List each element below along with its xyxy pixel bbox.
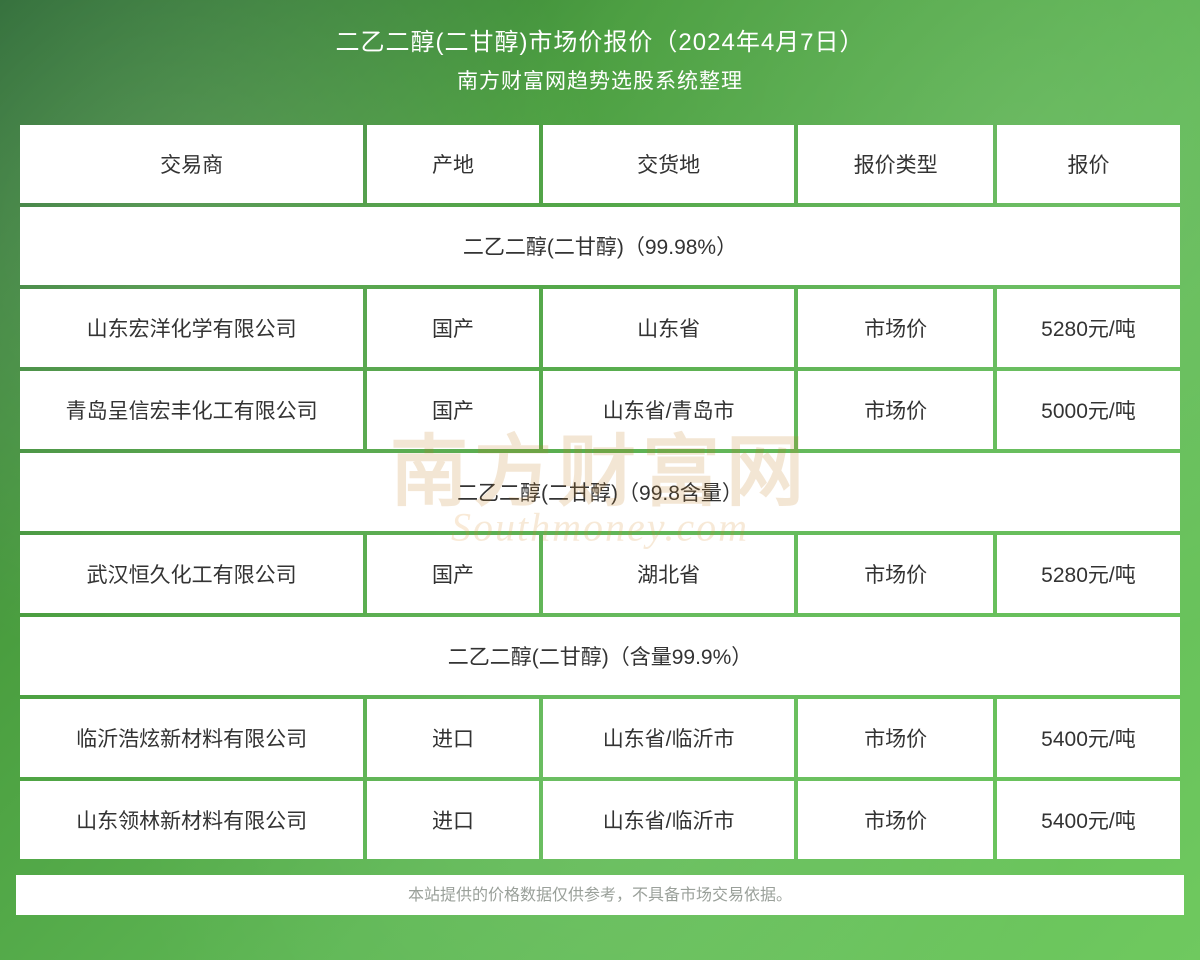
cell-type: 市场价 — [798, 289, 992, 367]
table-row: 青岛呈信宏丰化工有限公司 国产 山东省/青岛市 市场价 5000元/吨 — [20, 371, 1180, 449]
table-header-row: 交易商 产地 交货地 报价类型 报价 — [20, 125, 1180, 203]
page-title: 二乙二醇(二甘醇)市场价报价（2024年4月7日） — [0, 22, 1200, 57]
cell-price: 5280元/吨 — [997, 535, 1180, 613]
cell-delivery: 山东省 — [543, 289, 795, 367]
page-subtitle: 南方财富网趋势选股系统整理 — [0, 65, 1200, 95]
cell-type: 市场价 — [798, 699, 992, 777]
cell-price: 5400元/吨 — [997, 781, 1180, 859]
cell-delivery: 山东省/临沂市 — [543, 699, 795, 777]
col-header-price: 报价 — [997, 125, 1180, 203]
cell-dealer: 青岛呈信宏丰化工有限公司 — [20, 371, 363, 449]
cell-type: 市场价 — [798, 781, 992, 859]
section-header: 二乙二醇(二甘醇)（99.98%） — [20, 207, 1180, 285]
cell-price: 5000元/吨 — [997, 371, 1180, 449]
col-header-delivery: 交货地 — [543, 125, 795, 203]
price-table-container: 交易商 产地 交货地 报价类型 报价 二乙二醇(二甘醇)（99.98%） 山东宏… — [16, 121, 1184, 863]
cell-delivery: 山东省/临沂市 — [543, 781, 795, 859]
cell-dealer: 武汉恒久化工有限公司 — [20, 535, 363, 613]
section-label: 二乙二醇(二甘醇)（99.8含量） — [20, 453, 1180, 531]
table-row: 武汉恒久化工有限公司 国产 湖北省 市场价 5280元/吨 — [20, 535, 1180, 613]
cell-origin: 进口 — [367, 781, 539, 859]
cell-dealer: 山东领林新材料有限公司 — [20, 781, 363, 859]
section-header: 二乙二醇(二甘醇)（99.8含量） — [20, 453, 1180, 531]
table-row: 山东宏洋化学有限公司 国产 山东省 市场价 5280元/吨 — [20, 289, 1180, 367]
cell-origin: 国产 — [367, 289, 539, 367]
cell-price: 5400元/吨 — [997, 699, 1180, 777]
cell-type: 市场价 — [798, 535, 992, 613]
col-header-type: 报价类型 — [798, 125, 992, 203]
price-table: 交易商 产地 交货地 报价类型 报价 二乙二醇(二甘醇)（99.98%） 山东宏… — [16, 121, 1184, 863]
section-label: 二乙二醇(二甘醇)（99.98%） — [20, 207, 1180, 285]
cell-delivery: 山东省/青岛市 — [543, 371, 795, 449]
section-header: 二乙二醇(二甘醇)（含量99.9%） — [20, 617, 1180, 695]
section-label: 二乙二醇(二甘醇)（含量99.9%） — [20, 617, 1180, 695]
col-header-origin: 产地 — [367, 125, 539, 203]
cell-dealer: 山东宏洋化学有限公司 — [20, 289, 363, 367]
cell-origin: 进口 — [367, 699, 539, 777]
table-row: 临沂浩炫新材料有限公司 进口 山东省/临沂市 市场价 5400元/吨 — [20, 699, 1180, 777]
cell-origin: 国产 — [367, 371, 539, 449]
cell-origin: 国产 — [367, 535, 539, 613]
footnote: 本站提供的价格数据仅供参考，不具备市场交易依据。 — [16, 875, 1184, 915]
table-row: 山东领林新材料有限公司 进口 山东省/临沂市 市场价 5400元/吨 — [20, 781, 1180, 859]
cell-type: 市场价 — [798, 371, 992, 449]
header: 二乙二醇(二甘醇)市场价报价（2024年4月7日） 南方财富网趋势选股系统整理 — [0, 0, 1200, 113]
cell-price: 5280元/吨 — [997, 289, 1180, 367]
cell-dealer: 临沂浩炫新材料有限公司 — [20, 699, 363, 777]
cell-delivery: 湖北省 — [543, 535, 795, 613]
col-header-dealer: 交易商 — [20, 125, 363, 203]
table-body: 二乙二醇(二甘醇)（99.98%） 山东宏洋化学有限公司 国产 山东省 市场价 … — [20, 207, 1180, 859]
